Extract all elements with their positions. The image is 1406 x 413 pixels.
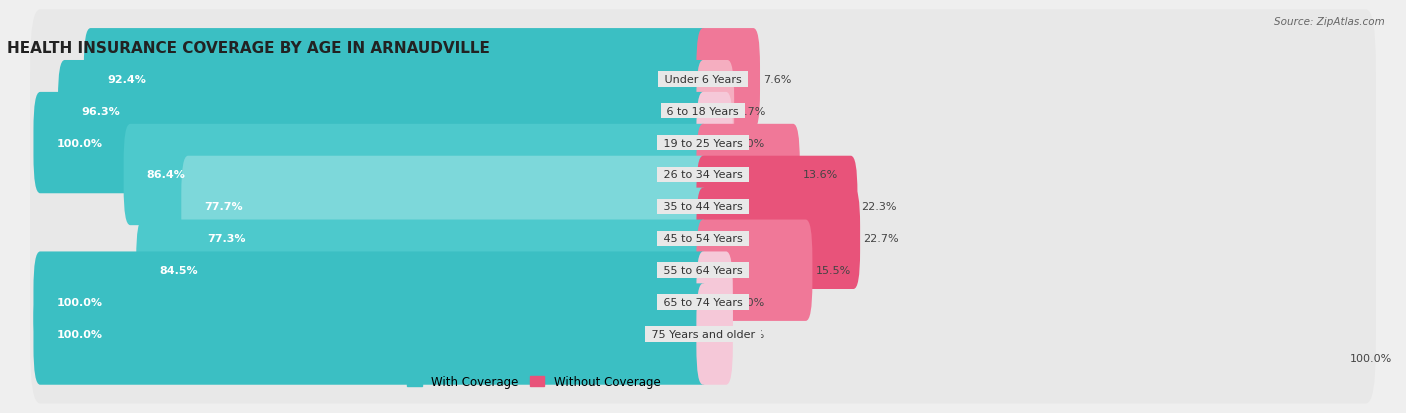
Text: 92.4%: 92.4% xyxy=(107,75,146,85)
Text: 100.0%: 100.0% xyxy=(56,297,103,307)
Text: 0.0%: 0.0% xyxy=(737,297,765,307)
Legend: With Coverage, Without Coverage: With Coverage, Without Coverage xyxy=(402,370,665,393)
FancyBboxPatch shape xyxy=(30,265,1376,404)
FancyBboxPatch shape xyxy=(30,201,1376,340)
Text: 35 to 44 Years: 35 to 44 Years xyxy=(659,202,747,212)
FancyBboxPatch shape xyxy=(34,93,710,194)
Text: 19 to 25 Years: 19 to 25 Years xyxy=(659,138,747,148)
Text: 0.0%: 0.0% xyxy=(737,329,765,339)
FancyBboxPatch shape xyxy=(34,284,710,385)
Text: 15.5%: 15.5% xyxy=(815,266,851,275)
FancyBboxPatch shape xyxy=(696,93,733,194)
Text: Source: ZipAtlas.com: Source: ZipAtlas.com xyxy=(1274,17,1385,26)
Text: 100.0%: 100.0% xyxy=(56,329,103,339)
Text: 100.0%: 100.0% xyxy=(1350,353,1392,363)
FancyBboxPatch shape xyxy=(30,10,1376,149)
FancyBboxPatch shape xyxy=(30,233,1376,372)
Text: 0.0%: 0.0% xyxy=(737,138,765,148)
Text: 26 to 34 Years: 26 to 34 Years xyxy=(659,170,747,180)
Text: 100.0%: 100.0% xyxy=(56,138,103,148)
Text: 6 to 18 Years: 6 to 18 Years xyxy=(664,107,742,116)
FancyBboxPatch shape xyxy=(696,29,761,130)
Text: 84.5%: 84.5% xyxy=(159,266,198,275)
Text: 96.3%: 96.3% xyxy=(82,107,120,116)
Text: 65 to 74 Years: 65 to 74 Years xyxy=(659,297,747,307)
Text: 77.7%: 77.7% xyxy=(204,202,243,212)
FancyBboxPatch shape xyxy=(34,252,710,353)
FancyBboxPatch shape xyxy=(30,169,1376,308)
FancyBboxPatch shape xyxy=(696,124,800,225)
FancyBboxPatch shape xyxy=(30,138,1376,276)
Text: Under 6 Years: Under 6 Years xyxy=(661,75,745,85)
FancyBboxPatch shape xyxy=(84,29,710,130)
Text: 86.4%: 86.4% xyxy=(146,170,186,180)
FancyBboxPatch shape xyxy=(30,42,1376,180)
FancyBboxPatch shape xyxy=(696,220,813,321)
FancyBboxPatch shape xyxy=(58,61,710,162)
Text: HEALTH INSURANCE COVERAGE BY AGE IN ARNAUDVILLE: HEALTH INSURANCE COVERAGE BY AGE IN ARNA… xyxy=(7,40,489,56)
Text: 13.6%: 13.6% xyxy=(803,170,838,180)
FancyBboxPatch shape xyxy=(181,157,710,257)
Text: 45 to 54 Years: 45 to 54 Years xyxy=(659,234,747,244)
Text: 3.7%: 3.7% xyxy=(738,107,766,116)
FancyBboxPatch shape xyxy=(696,188,860,289)
FancyBboxPatch shape xyxy=(696,61,734,162)
FancyBboxPatch shape xyxy=(136,220,710,321)
FancyBboxPatch shape xyxy=(184,188,710,289)
Text: 77.3%: 77.3% xyxy=(207,234,246,244)
FancyBboxPatch shape xyxy=(124,124,710,225)
Text: 22.7%: 22.7% xyxy=(863,234,898,244)
Text: 7.6%: 7.6% xyxy=(763,75,792,85)
Text: 55 to 64 Years: 55 to 64 Years xyxy=(659,266,747,275)
FancyBboxPatch shape xyxy=(30,106,1376,244)
Text: 75 Years and older: 75 Years and older xyxy=(648,329,758,339)
Text: 22.3%: 22.3% xyxy=(860,202,896,212)
FancyBboxPatch shape xyxy=(30,74,1376,213)
FancyBboxPatch shape xyxy=(696,284,733,385)
FancyBboxPatch shape xyxy=(696,252,733,353)
FancyBboxPatch shape xyxy=(696,157,858,257)
